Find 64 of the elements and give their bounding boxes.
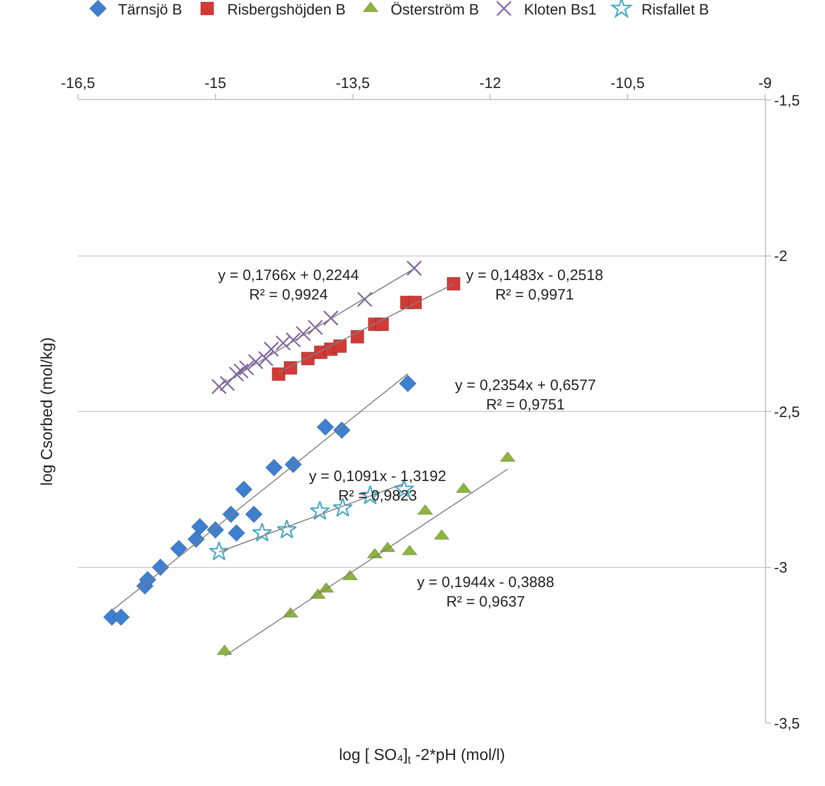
point (265, 458, 283, 476)
legend-label: Risbergshöjden B (227, 1, 346, 18)
point (233, 363, 249, 379)
annotation: y = 0,1944x - 0,3888 R² = 0,9637 (417, 574, 554, 610)
point (284, 361, 298, 375)
legend-label: Risfallet B (642, 1, 710, 18)
point (152, 558, 170, 576)
point (238, 360, 254, 376)
point (272, 367, 286, 381)
x-tick-label: -9 (758, 75, 772, 92)
legend-label: Österström B (390, 1, 479, 18)
point (252, 522, 272, 542)
point (307, 320, 323, 336)
x-tick-label: -10,5 (610, 75, 645, 92)
point (211, 378, 227, 394)
y-tick-label: -2 (774, 248, 788, 265)
y-tick-label: -1,5 (774, 92, 800, 110)
point (333, 421, 351, 439)
point (316, 418, 334, 436)
y-axis-title: log Csorbed (mol/kg) (38, 337, 56, 486)
point (248, 354, 264, 370)
point (222, 506, 240, 523)
point (220, 376, 236, 392)
point (296, 326, 312, 342)
point (208, 541, 230, 560)
legend-label: Kloten Bs1 (524, 1, 597, 18)
point (333, 339, 347, 353)
point (138, 571, 156, 588)
point (399, 374, 416, 392)
point (228, 366, 244, 382)
annotation: y = 0,1766x + 0,2244 R² = 0,9924 (218, 267, 359, 304)
x-tick-label: -13,5 (336, 75, 370, 92)
point (310, 500, 330, 520)
point (284, 456, 302, 474)
annotation: y = 0,1483x - 0,2518 R² = 0,9971 (466, 267, 604, 304)
point (408, 296, 422, 310)
point (206, 521, 224, 539)
x-tick-label: -16,5 (60, 75, 96, 92)
point (235, 480, 252, 498)
x-tick-label: -12 (479, 75, 502, 92)
legend-label: Tärnsjö B (118, 1, 182, 18)
point (264, 341, 280, 357)
y-tick-label: -3,5 (774, 715, 800, 732)
point (112, 608, 130, 626)
y-tick-label: -3 (774, 560, 788, 576)
point (170, 540, 188, 558)
point (245, 506, 263, 523)
point (258, 350, 274, 366)
point (446, 277, 460, 291)
point (228, 524, 246, 542)
point (350, 330, 364, 344)
point (191, 518, 209, 536)
point (286, 332, 302, 348)
point (276, 519, 297, 539)
point (301, 352, 315, 366)
x-tick-label: -15 (204, 75, 226, 92)
y-tick-label: -2,5 (774, 404, 800, 421)
x-axis-title: log [ SO₄]$_{t}$ -2*pH (mol/l) (339, 747, 506, 766)
annotation: y = 0,2354x + 0,6577 R² = 0,9751 (455, 377, 596, 414)
point (323, 310, 339, 326)
point (275, 335, 291, 351)
point (356, 292, 372, 308)
point (375, 318, 389, 332)
point (406, 260, 422, 276)
